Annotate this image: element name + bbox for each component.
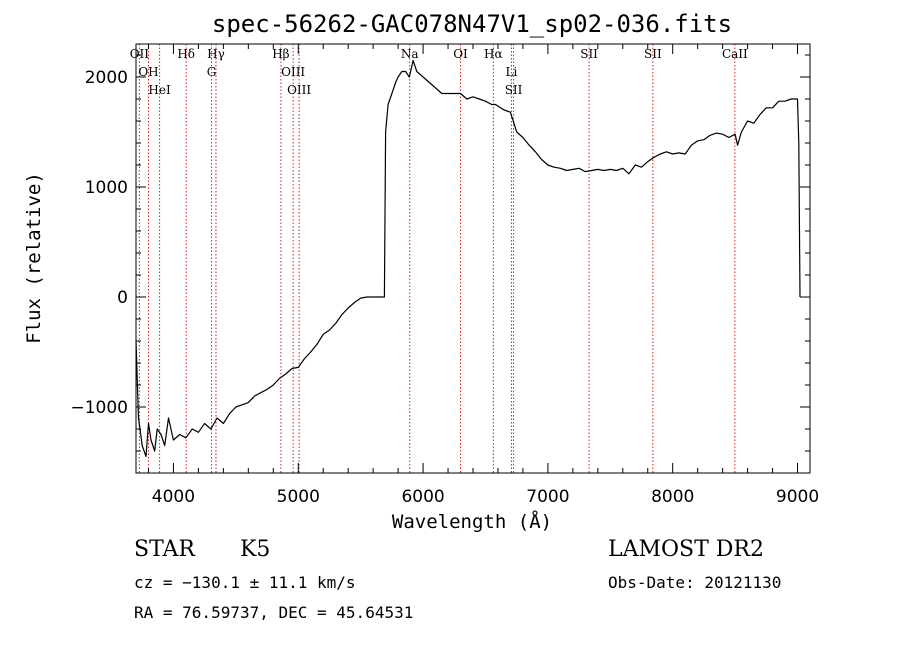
x-tick-label: 6000 — [401, 487, 444, 507]
line-marker-label: Hβ — [272, 47, 289, 61]
line-marker-label: OIII — [281, 65, 305, 79]
line-marker-label: Na — [401, 47, 419, 61]
line-marker-label: SII — [580, 47, 598, 61]
y-axis-label: Flux (relative) — [23, 172, 45, 344]
axes: 4000 5000 6000 7000 8000 9000 −1000 0 1000 2000 — [70, 43, 819, 507]
object-subclass: K5 — [240, 537, 271, 562]
line-marker-label: Hδ — [177, 47, 195, 61]
line-marker-label: OI — [453, 47, 468, 61]
x-tick-label: 5000 — [277, 487, 320, 507]
line-marker-label: SII — [505, 83, 523, 97]
x-tick-label: 8000 — [651, 487, 694, 507]
redshift-velocity: cz = −130.1 ± 11.1 km/s — [134, 573, 356, 592]
line-marker-label: G — [207, 65, 217, 79]
object-class: STAR — [134, 537, 195, 562]
line-marker-label: OH — [138, 65, 158, 79]
line-marker-label: CaII — [722, 47, 748, 61]
observation-date: Obs-Date: 20121130 — [608, 573, 782, 592]
line-marker-label: OII — [130, 47, 150, 61]
x-tick-label: 7000 — [526, 487, 569, 507]
x-tick-label: 9000 — [776, 487, 819, 507]
line-marker-label: OIII — [287, 83, 311, 97]
sky-coordinates: RA = 76.59737, DEC = 45.64531 — [134, 603, 414, 622]
spectrum-series — [135, 59, 801, 458]
line-marker-label: Hγ — [207, 47, 225, 61]
chart-title: spec-56262-GAC078N47V1_sp02-036.fits — [212, 10, 732, 38]
y-tick-label: 2000 — [85, 68, 128, 88]
y-tick-label: −1000 — [70, 398, 128, 418]
x-tick-label: 4000 — [152, 487, 195, 507]
y-tick-label: 1000 — [85, 178, 128, 198]
line-marker-label: HeI — [148, 83, 171, 97]
line-marker-label: SII — [644, 47, 662, 61]
plot-frame — [135, 43, 811, 474]
spectrum-line — [135, 59, 801, 458]
line-marker-label: Hα — [484, 47, 503, 61]
x-axis-label: Wavelength (Å) — [392, 510, 552, 533]
y-tick-label: 0 — [117, 288, 128, 308]
line-marker-label: Li — [506, 65, 518, 79]
survey-name: LAMOST DR2 — [608, 537, 764, 562]
